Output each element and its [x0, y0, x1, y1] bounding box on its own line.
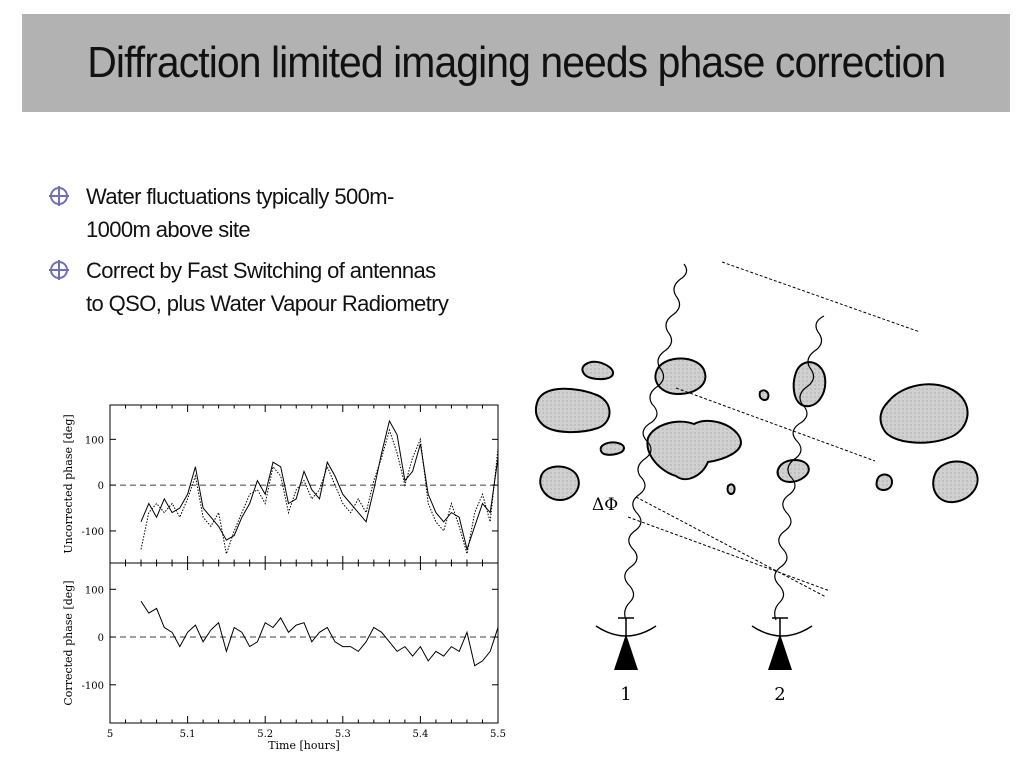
wavy-ray-1	[624, 263, 688, 621]
water-vapour-clouds	[534, 357, 979, 504]
x-axis-label: Time [hours]	[268, 739, 340, 752]
antenna-2: 2	[751, 617, 813, 705]
wavy-ray-2	[774, 315, 825, 621]
x-ticks: 5 5.1 5.2 5.3 5.4 5.5	[107, 729, 506, 740]
wavefront-line	[635, 496, 827, 598]
top-panel-frame	[109, 404, 499, 564]
cloud-blob	[726, 483, 736, 495]
top-series-solid	[140, 419, 499, 552]
cloud-blob	[932, 460, 979, 504]
top-y-axis-label: Uncorrected phase [deg]	[62, 414, 75, 553]
cloud-blob	[581, 360, 614, 381]
wavefront-line	[675, 387, 876, 462]
x-tick-label: 5.3	[335, 729, 351, 740]
delta-phi-label: ΔΦ	[592, 495, 618, 515]
cloud-blob	[758, 389, 770, 401]
bottom-y-tick-label: -100	[82, 681, 104, 692]
title-bar: Diffraction limited imaging needs phase …	[22, 14, 1010, 112]
antenna-mount-icon	[768, 634, 792, 670]
wavefront-line	[721, 261, 921, 333]
bullet-text: Water fluctuations typically 500m- 1000m…	[86, 180, 394, 246]
slide-title: Diffraction limited imaging needs phase …	[86, 38, 946, 87]
antenna-label: 1	[620, 684, 631, 705]
x-tick-label: 5.4	[412, 729, 428, 740]
wavefront-lines	[627, 261, 921, 598]
bottom-y-tick-label: 100	[85, 585, 104, 596]
top-y-tick-label: 0	[98, 481, 104, 492]
cloud-blob	[599, 441, 626, 456]
top-panel: 100 0 -100 Uncorrected phase [deg]	[62, 404, 499, 564]
x-tick-label: 5.5	[490, 729, 506, 740]
bottom-panel-frame	[109, 562, 499, 724]
antenna-label: 2	[774, 684, 785, 705]
bottom-y-axis-label: Corrected phase [deg]	[62, 580, 75, 705]
top-y-ticks: 100 0 -100	[82, 405, 499, 563]
cloud-blob	[534, 387, 611, 434]
x-tick-label: 5.1	[180, 729, 196, 740]
top-y-tick-label: 100	[85, 435, 104, 446]
top-series-dotted	[140, 428, 499, 556]
bottom-series-solid	[140, 600, 499, 667]
cloud-blob	[646, 419, 742, 481]
bullet-item: Correct by Fast Switching of antennas to…	[48, 254, 518, 320]
antenna-1: 1	[595, 617, 657, 705]
bottom-y-ticks: 100 0 -100	[82, 563, 499, 723]
crosshair-globe-icon	[49, 260, 69, 280]
crosshair-globe-icon	[49, 186, 69, 206]
bottom-panel: 100 0 -100 5 5.1 5.2 5.3 5.4 5.5 Corrected phas…	[62, 562, 506, 752]
wavefront-line	[627, 516, 831, 592]
bullet-line: 1000m above site	[86, 217, 251, 242]
cloud-blob	[539, 465, 580, 502]
phase-plot: 100 0 -100 Uncorrected phase [deg] 100 0 -10…	[62, 404, 506, 752]
x-tick-label: 5.2	[257, 729, 273, 740]
cloud-blob	[875, 473, 894, 491]
bottom-series-group	[140, 600, 499, 667]
wavy-light-paths	[624, 263, 825, 621]
bullet-text: Correct by Fast Switching of antennas to…	[86, 254, 449, 320]
cloud-blob	[776, 459, 810, 484]
antenna-dish	[751, 625, 813, 637]
bullet-item: Water fluctuations typically 500m- 1000m…	[48, 180, 518, 246]
phase-screen-diagram: 1 2 ΔΦ	[534, 261, 979, 705]
bullet-line: to QSO, plus Water Vapour Radiometry	[86, 291, 449, 316]
cloud-blob	[654, 357, 707, 396]
bottom-y-tick-label: 0	[98, 633, 104, 644]
bullet-list: Water fluctuations typically 500m- 1000m…	[48, 180, 518, 328]
x-tick-label: 5	[107, 729, 113, 740]
top-y-tick-label: -100	[82, 527, 104, 538]
top-series-group	[140, 419, 499, 556]
bullet-line: Correct by Fast Switching of antennas	[86, 258, 436, 283]
bullet-line: Water fluctuations typically 500m-	[86, 184, 394, 209]
cloud-blob	[879, 383, 969, 444]
antenna-mount-icon	[614, 634, 638, 670]
